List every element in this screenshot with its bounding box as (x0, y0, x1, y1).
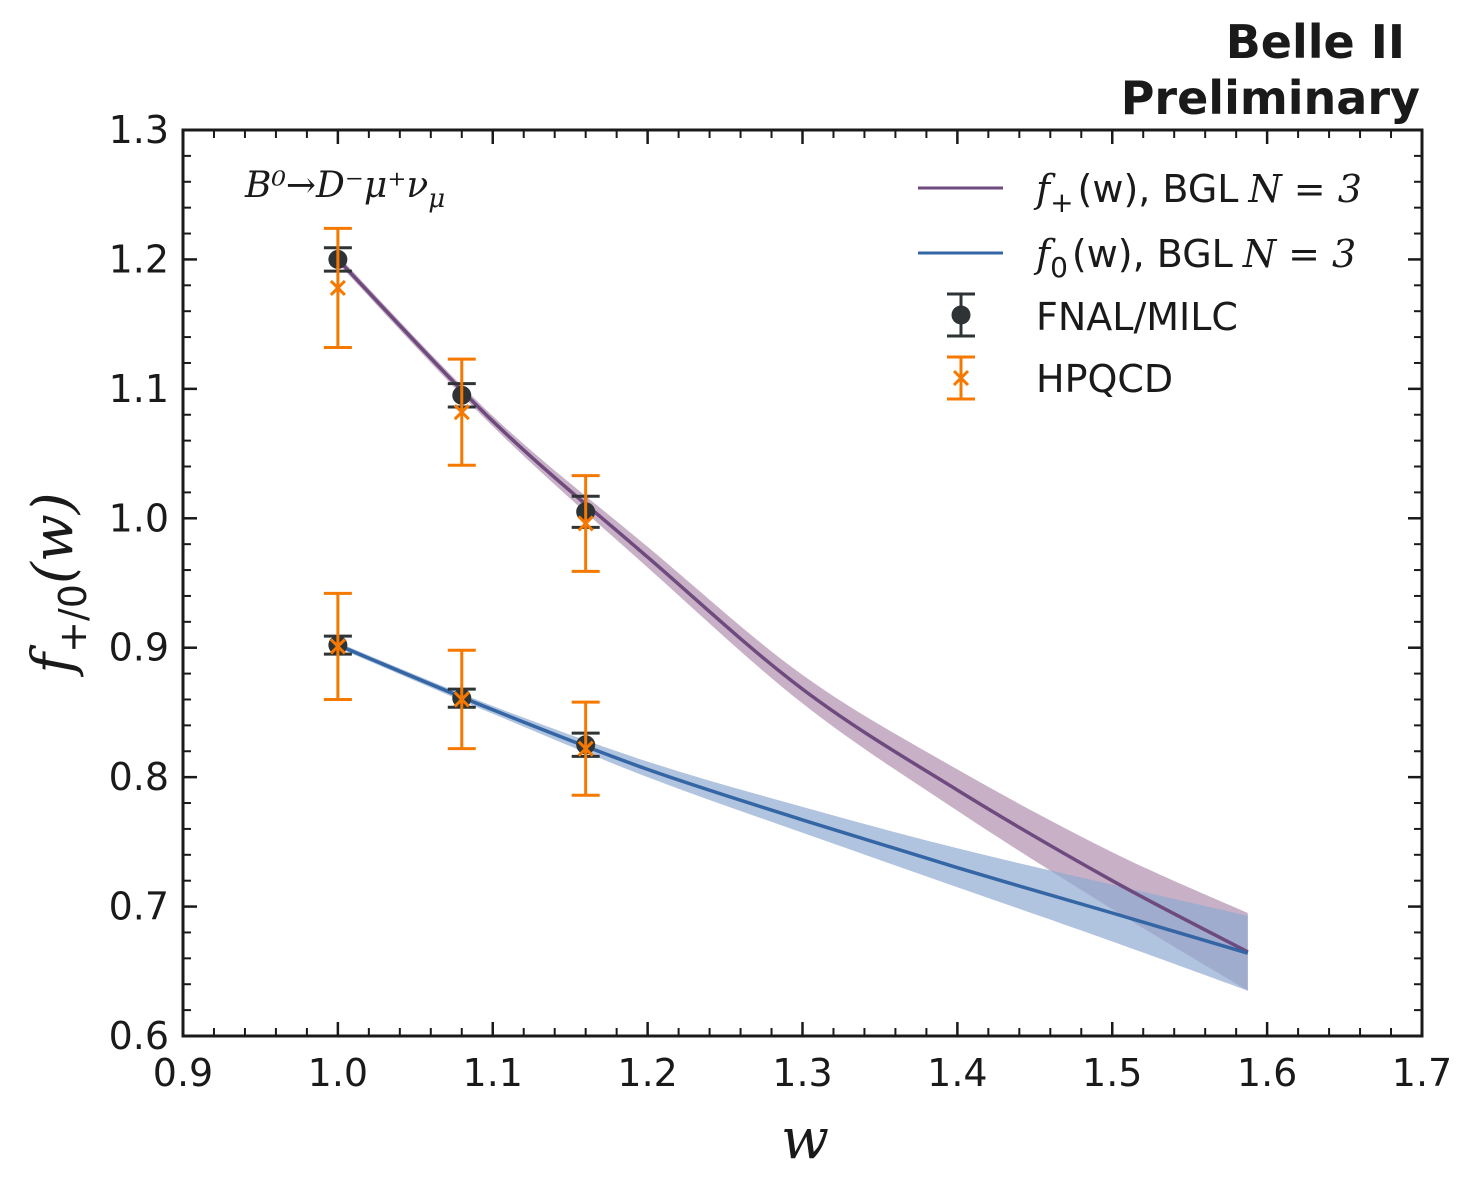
legend-label-hpqcd: HPQCD (1036, 357, 1173, 401)
y-axis-label-suffix: (w) (21, 492, 86, 584)
legend-point-1 (947, 355, 975, 401)
y-tick-label: 0.6 (109, 1014, 169, 1058)
legend-label-fzero: f0 (w), BGL N = 3 (1033, 232, 1356, 284)
process-label-main: B⁰→D⁻μ⁺ν (244, 165, 428, 206)
data-point-hpqcd-5-marker-b (577, 740, 594, 757)
legend-fzero-rest: (w), BGL (1072, 232, 1233, 276)
legend-fzero-sub: 0 (1050, 251, 1068, 284)
x-tick-label: 1.7 (1392, 1051, 1452, 1095)
x-axis-label: w (781, 1107, 829, 1172)
error-band-0 (337, 255, 1248, 991)
points-layer (323, 226, 600, 797)
lines-layer (336, 258, 1249, 955)
legend-fplus-n: N = 3 (1247, 167, 1361, 211)
legend-fplus-rest: (w), BGL (1078, 167, 1239, 211)
legend-label-fnal: FNAL/MILC (1036, 295, 1238, 339)
legend-marker-fnal (947, 292, 975, 338)
legend-point-0 (947, 292, 975, 338)
data-point-hpqcd-4 (447, 648, 476, 751)
legend-fzero-n: N = 3 (1242, 232, 1356, 276)
ticks-layer: 0.9 1.0 1.1 1.2 1.3 1.4 1.5 1.6 1.7 0.6 0.7 0.8 0.9 1… (109, 108, 1453, 1095)
chart-title-line1: Belle II (1226, 15, 1405, 69)
y-tick-label: 0.8 (109, 755, 169, 799)
x-tick-label: 1.3 (772, 1051, 832, 1095)
data-point-hpqcd-2-marker-b (577, 515, 594, 532)
legend-marker-hpqcd (947, 355, 975, 401)
plot-area (183, 130, 1422, 1036)
y-axis-label: f+/0(w) (21, 492, 95, 677)
series-line-1 (337, 643, 1249, 955)
y-tick-label: 1.3 (109, 108, 169, 152)
legend: f+ (w), BGL N = 3 f0 (w), BGL N = 3 FNAL/MIL… (918, 167, 1362, 401)
data-point-hpqcd-0 (323, 226, 352, 349)
data-point-hpqcd-2 (571, 474, 600, 573)
legend-point-1-marker-b (952, 369, 970, 387)
x-tick-label: 1.0 (308, 1051, 368, 1095)
process-label-subscript: μ (428, 184, 445, 214)
y-tick-label: 1.0 (109, 496, 169, 540)
x-tick-label: 1.6 (1237, 1051, 1297, 1095)
x-tick-label: 1.5 (1082, 1051, 1142, 1095)
y-axis-label-subscript: +/0 (51, 584, 95, 653)
series-line-0 (336, 258, 1249, 954)
data-point-hpqcd-3-marker-b (329, 638, 346, 655)
data-point-hpqcd-4-marker-b (453, 691, 470, 708)
x-tick-label: 1.2 (617, 1051, 677, 1095)
y-tick-label: 0.9 (109, 626, 169, 670)
legend-fplus-sub: + (1050, 186, 1073, 219)
plot-frame (181, 128, 1424, 1038)
data-point-hpqcd-1 (447, 357, 476, 467)
y-tick-label: 0.7 (109, 885, 169, 929)
data-point-hpqcd-0-marker-b (329, 279, 346, 296)
data-point-hpqcd-1-marker-b (453, 404, 470, 421)
process-label: B⁰→D⁻μ⁺νμ (244, 165, 445, 214)
y-tick-label: 1.2 (109, 237, 169, 281)
x-tick-label: 0.9 (153, 1051, 213, 1095)
x-tick-label: 1.4 (927, 1051, 987, 1095)
data-point-hpqcd-3 (323, 591, 352, 701)
x-tick-label: 1.1 (463, 1051, 523, 1095)
data-point-hpqcd-5 (571, 700, 600, 797)
y-tick-label: 1.1 (109, 367, 169, 411)
chart-title-line2: Preliminary (1121, 71, 1420, 125)
legend-point-0-marker (951, 305, 971, 325)
